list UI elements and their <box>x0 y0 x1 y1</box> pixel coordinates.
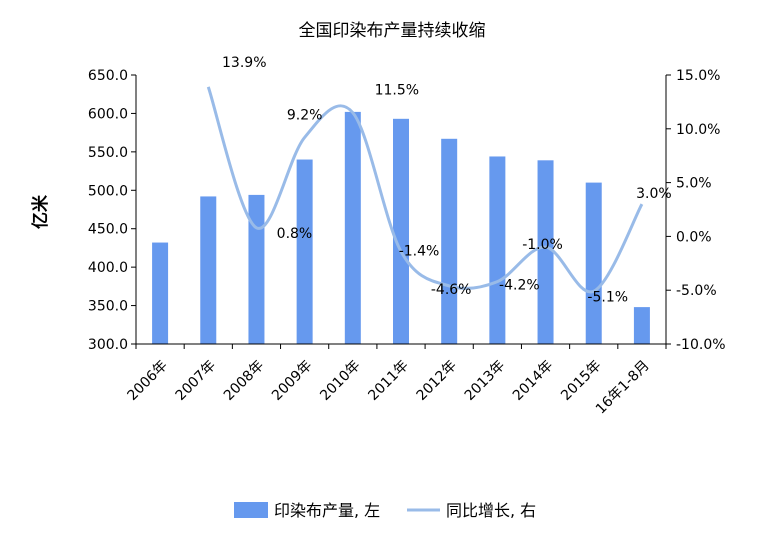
bar <box>585 182 602 344</box>
x-tick-label: 2010年 <box>317 358 363 404</box>
right-tick-label: -5.0% <box>676 283 717 299</box>
growth-data-label: -5.1% <box>587 289 628 305</box>
growth-line <box>206 86 644 294</box>
growth-data-label: -4.2% <box>499 278 540 294</box>
x-tick-label: 2009年 <box>269 358 315 404</box>
growth-data-label: 13.9% <box>222 55 266 71</box>
bar <box>152 242 169 344</box>
bar <box>248 194 265 344</box>
left-tick-label: 300.0 <box>88 337 128 353</box>
growth-data-label: -4.6% <box>431 282 472 298</box>
left-tick-label: 400.0 <box>88 260 128 276</box>
legend-swatch-bar <box>234 502 268 518</box>
bar <box>296 159 313 344</box>
x-tick-label: 2006年 <box>125 358 171 404</box>
legend-label-line: 同比增长, 右 <box>446 501 536 520</box>
x-tick-label: 2011年 <box>365 358 411 404</box>
chart-title: 全国印染布产量持续收缩 <box>299 21 486 41</box>
bar <box>441 138 458 344</box>
x-tick-label: 2008年 <box>221 358 267 404</box>
y-axis-label: 亿米 <box>30 194 51 229</box>
growth-data-label: 11.5% <box>375 83 419 99</box>
legend-label-bar: 印染布产量, 左 <box>274 501 380 520</box>
x-tick-label: 2014年 <box>510 358 556 404</box>
bar <box>344 111 361 345</box>
x-tick-label: 2013年 <box>462 358 508 404</box>
x-tick-label: 2015年 <box>558 358 604 404</box>
data-labels: 13.9% 0.8% 9.2% 11.5% -1.4% -4.6% -4.2% -1.0% -5… <box>222 55 672 305</box>
growth-data-label: -1.0% <box>522 237 563 253</box>
left-tick-label: 550.0 <box>88 145 128 161</box>
left-tick-label: 350.0 <box>88 299 128 315</box>
growth-data-label: 3.0% <box>636 186 672 202</box>
growth-data-label: 9.2% <box>287 107 323 123</box>
right-tick-label: 5.0% <box>676 176 712 192</box>
bar <box>633 307 650 344</box>
bar <box>489 156 506 344</box>
x-tick-label: 2012年 <box>414 358 460 404</box>
right-tick-label: 10.0% <box>676 122 720 138</box>
right-tick-label: 15.0% <box>676 68 720 84</box>
left-tick-label: 600.0 <box>88 106 128 122</box>
right-tick-label: -10.0% <box>676 337 726 353</box>
left-tick-label: 450.0 <box>88 222 128 238</box>
bar <box>393 118 409 345</box>
bar <box>537 160 554 344</box>
bar <box>200 196 217 344</box>
line-series <box>206 86 644 294</box>
left-tick-label: 500.0 <box>88 183 128 199</box>
legend: 印染布产量, 左 同比增长, 右 <box>234 501 536 520</box>
bar-series <box>152 111 650 345</box>
x-tick-label: 2007年 <box>173 358 219 404</box>
growth-data-label: 0.8% <box>277 226 313 242</box>
right-tick-label: 0.0% <box>676 229 712 245</box>
left-tick-label: 650.0 <box>88 68 128 84</box>
growth-data-label: -1.4% <box>399 243 440 259</box>
